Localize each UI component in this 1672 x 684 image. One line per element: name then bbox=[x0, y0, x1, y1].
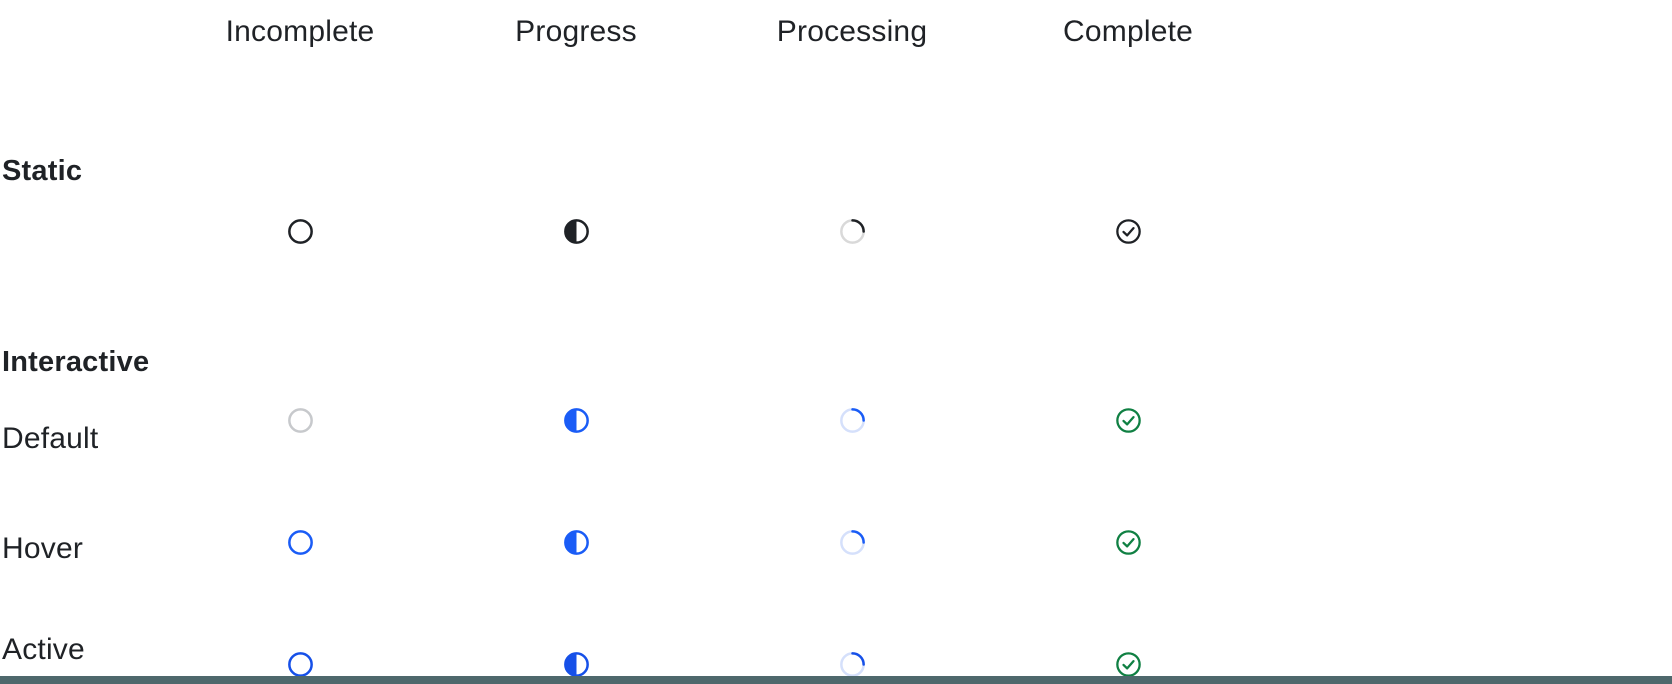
processing-spinner-icon[interactable] bbox=[839, 407, 865, 433]
column-header-complete: Complete bbox=[1063, 15, 1193, 48]
complete-check-icon[interactable] bbox=[1115, 407, 1141, 433]
column-header-progress: Progress bbox=[515, 15, 637, 48]
complete-check-icon[interactable] bbox=[1115, 651, 1141, 677]
incomplete-status-icon bbox=[287, 218, 313, 244]
processing-spinner-icon bbox=[839, 218, 865, 244]
column-header-processing: Processing bbox=[776, 15, 928, 48]
icon-row-static bbox=[0, 211, 1266, 251]
section-heading-static: Static bbox=[2, 155, 83, 187]
progress-status-icon[interactable] bbox=[563, 651, 589, 677]
complete-check-icon[interactable] bbox=[1115, 529, 1141, 555]
incomplete-status-icon[interactable] bbox=[287, 529, 313, 555]
column-header-row: Incomplete Progress Processing Complete bbox=[0, 12, 1266, 52]
row-label-active: Active bbox=[2, 633, 85, 666]
processing-spinner-icon[interactable] bbox=[839, 529, 865, 555]
row-label-default: Default bbox=[2, 422, 99, 455]
incomplete-status-icon[interactable] bbox=[287, 407, 313, 433]
icon-row-hover bbox=[0, 522, 1266, 562]
icon-row-active bbox=[0, 644, 1266, 684]
processing-spinner-icon[interactable] bbox=[839, 651, 865, 677]
row-label-hover: Hover bbox=[2, 532, 84, 565]
section-heading-interactive: Interactive bbox=[2, 346, 150, 378]
progress-status-icon[interactable] bbox=[563, 529, 589, 555]
header-spacer-cell bbox=[0, 12, 162, 52]
complete-check-icon bbox=[1115, 218, 1141, 244]
column-header-incomplete: Incomplete bbox=[225, 15, 375, 48]
incomplete-status-icon[interactable] bbox=[287, 651, 313, 677]
progress-status-icon bbox=[563, 218, 589, 244]
next-section-edge bbox=[0, 676, 1672, 684]
icon-row-default bbox=[0, 400, 1266, 440]
progress-status-icon[interactable] bbox=[563, 407, 589, 433]
